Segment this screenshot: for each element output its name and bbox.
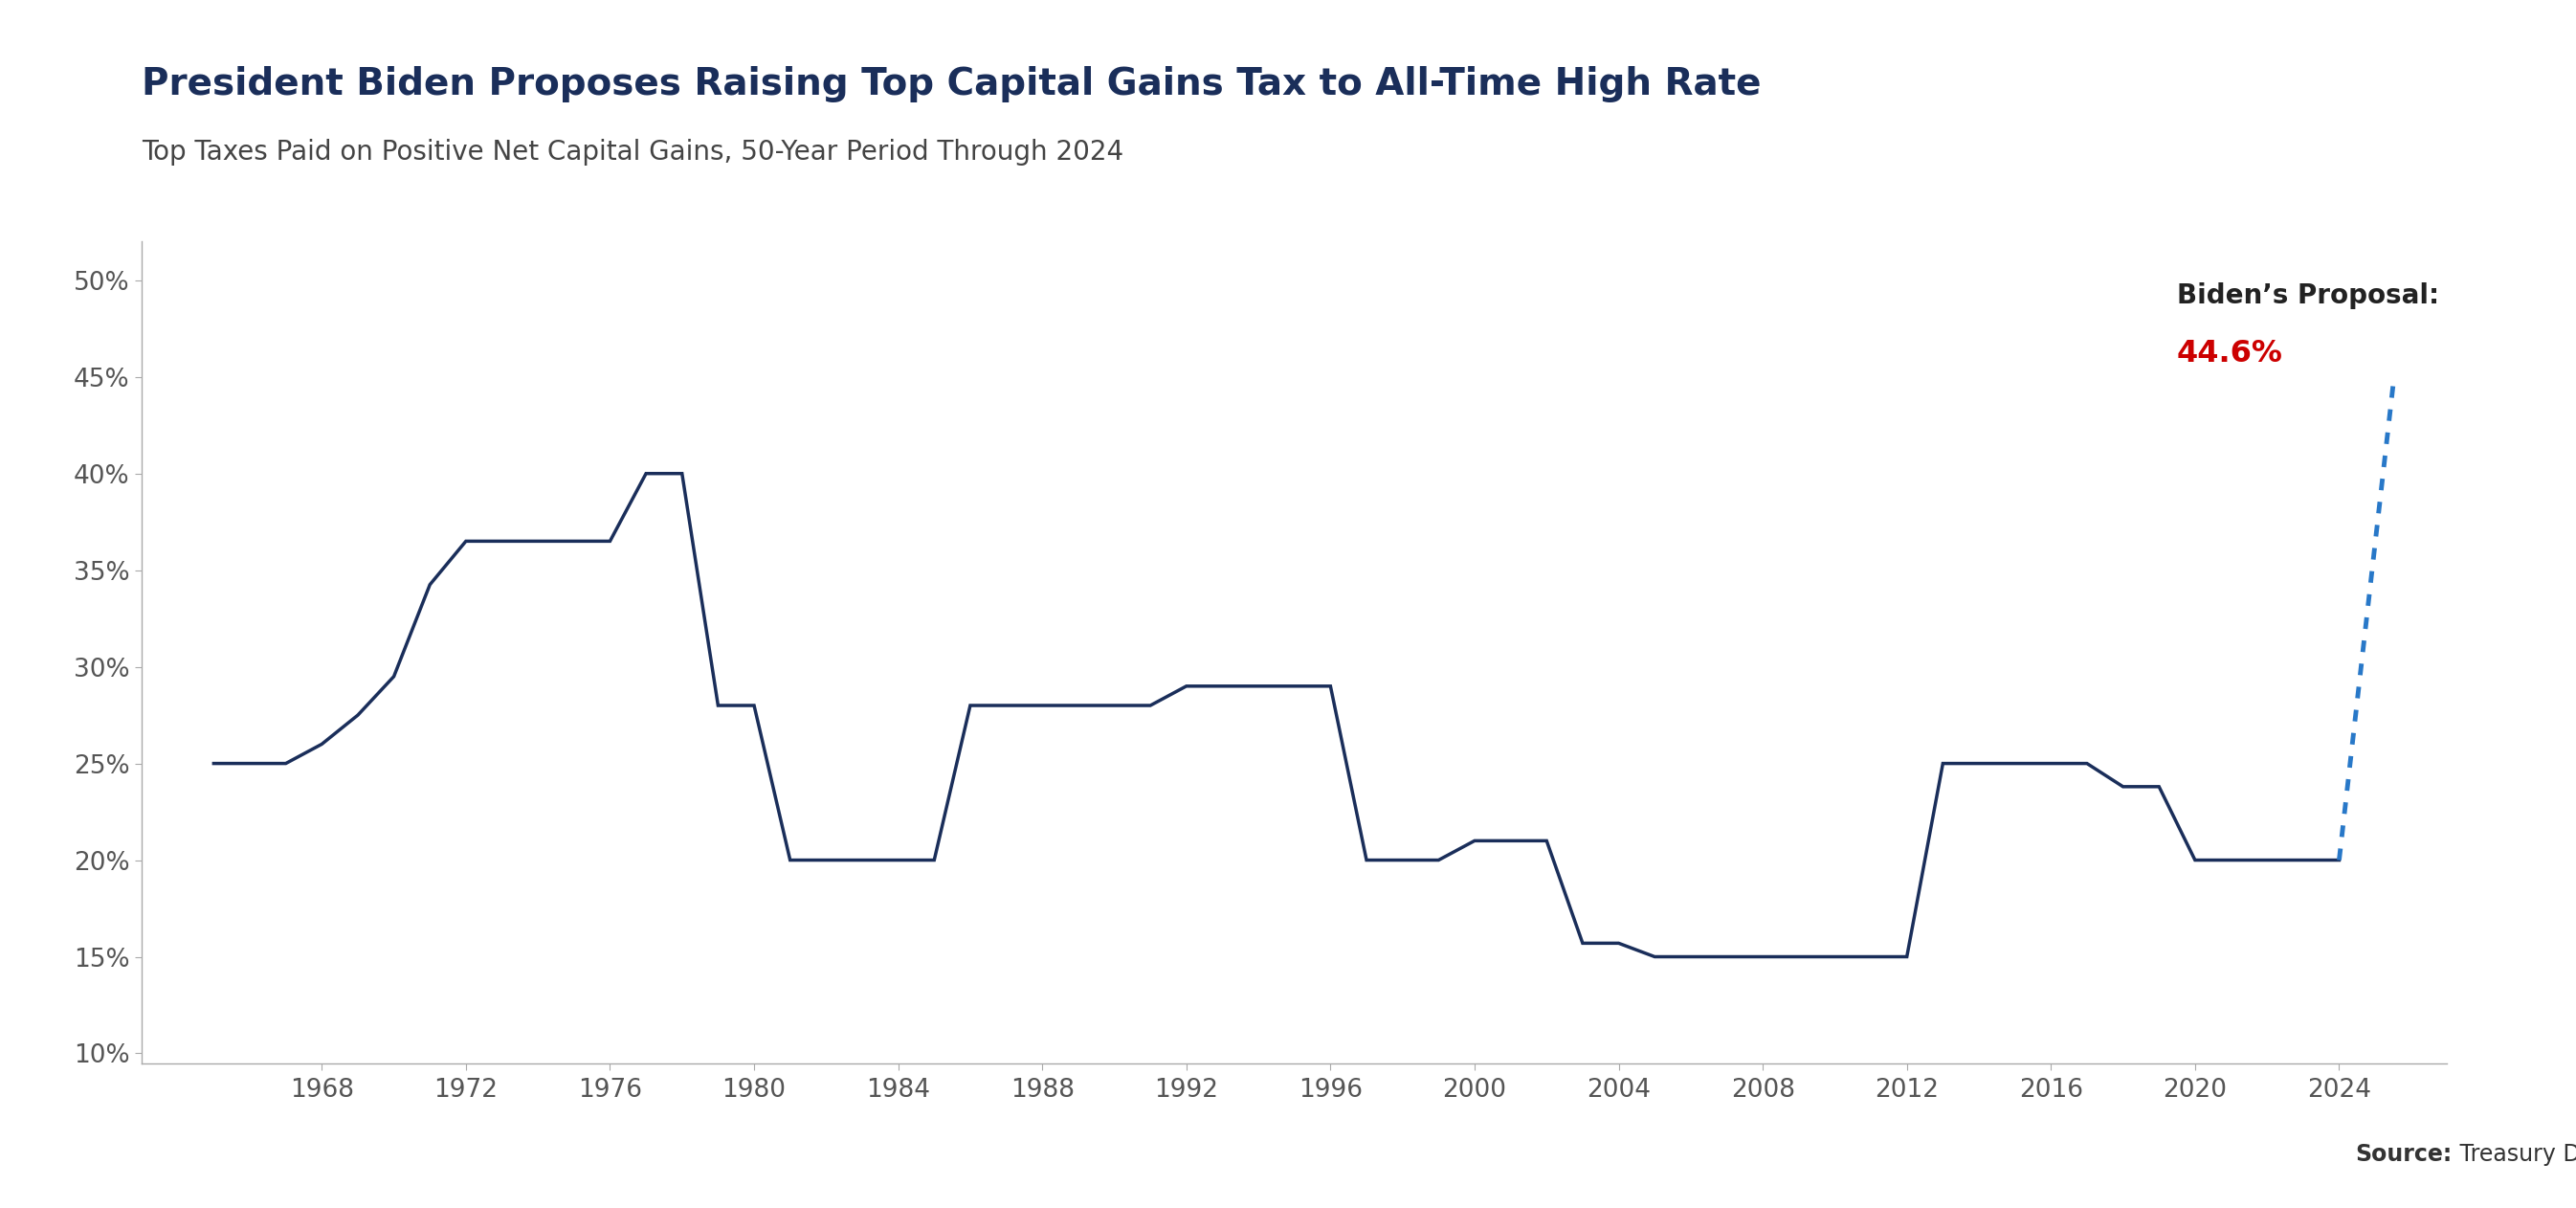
- Text: Biden’s Proposal:: Biden’s Proposal:: [2177, 283, 2439, 309]
- Text: President Biden Proposes Raising Top Capital Gains Tax to All-Time High Rate: President Biden Proposes Raising Top Cap…: [142, 66, 1762, 103]
- Text: 44.6%: 44.6%: [2177, 339, 2282, 368]
- Text: Treasury Department, U.S. Global Investors: Treasury Department, U.S. Global Investo…: [2452, 1143, 2576, 1166]
- Text: Top Taxes Paid on Positive Net Capital Gains, 50-Year Period Through 2024: Top Taxes Paid on Positive Net Capital G…: [142, 139, 1123, 165]
- Text: Source:: Source:: [2354, 1143, 2452, 1166]
